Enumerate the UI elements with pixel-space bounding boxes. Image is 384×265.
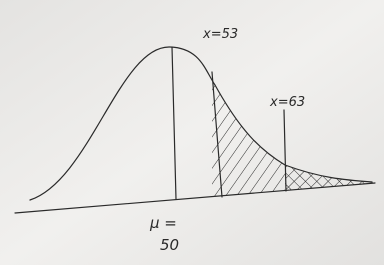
diagram: x=53 x=63 μ = 50: [0, 0, 384, 265]
mu-label: μ =: [149, 214, 177, 232]
x53-label: x=53: [202, 27, 238, 42]
paper: [0, 0, 384, 265]
x63-label: x=63: [269, 95, 305, 110]
mu-value: 50: [160, 236, 179, 254]
